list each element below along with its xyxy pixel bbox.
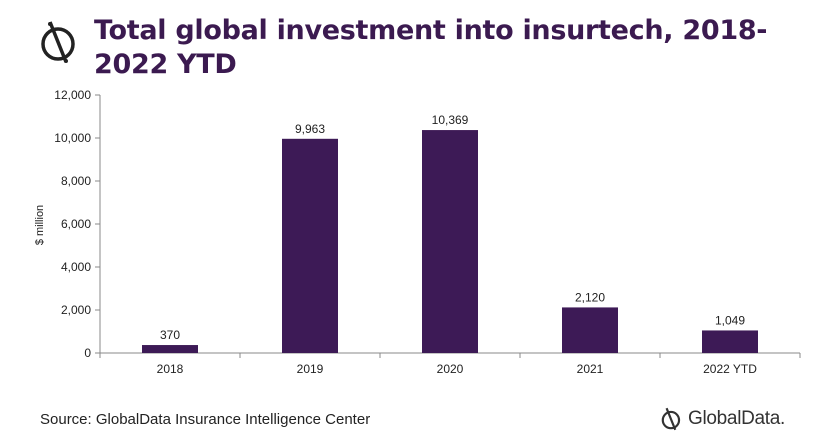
chart-title: Total global investment into insurtech, … [94, 15, 768, 80]
data-label: 1,049 [715, 313, 745, 327]
bar-chart: 0 2,000 4,000 6,000 8,000 10,000 12,000 370 201… [34, 88, 801, 376]
data-label: 2,120 [575, 290, 605, 304]
y-tick-label: 8,000 [61, 174, 91, 188]
bar-2019 [282, 138, 338, 353]
x-tick-label: 2021 [577, 362, 604, 376]
bar-2021 [562, 307, 618, 353]
globaldata-brand-icon [661, 407, 681, 431]
data-label: 370 [160, 328, 180, 342]
globaldata-brand: GlobalData. [660, 406, 785, 432]
x-tick-label: 2022 YTD [703, 362, 757, 376]
data-label: 10,369 [432, 113, 469, 127]
x-tick-label: 2018 [157, 362, 184, 376]
brand-wordmark: GlobalData. [688, 408, 786, 429]
data-label: 9,963 [295, 122, 325, 136]
bar-2020 [422, 130, 478, 353]
y-tick-label: 10,000 [54, 131, 91, 145]
y-axis-label: $ million [34, 205, 46, 245]
source-note: Source: GlobalData Insurance Intelligenc… [40, 411, 371, 428]
y-tick-label: 6,000 [61, 217, 91, 231]
globaldata-logo-icon [41, 21, 75, 63]
y-tick-label: 2,000 [61, 303, 91, 317]
y-tick-label: 0 [84, 346, 91, 360]
x-tick-label: 2020 [437, 362, 464, 376]
bar-2022-ytd [702, 330, 758, 353]
y-tick-label: 4,000 [61, 260, 91, 274]
y-tick-label: 12,000 [54, 88, 91, 102]
x-tick-label: 2019 [297, 362, 324, 376]
bar-2018 [142, 345, 198, 353]
